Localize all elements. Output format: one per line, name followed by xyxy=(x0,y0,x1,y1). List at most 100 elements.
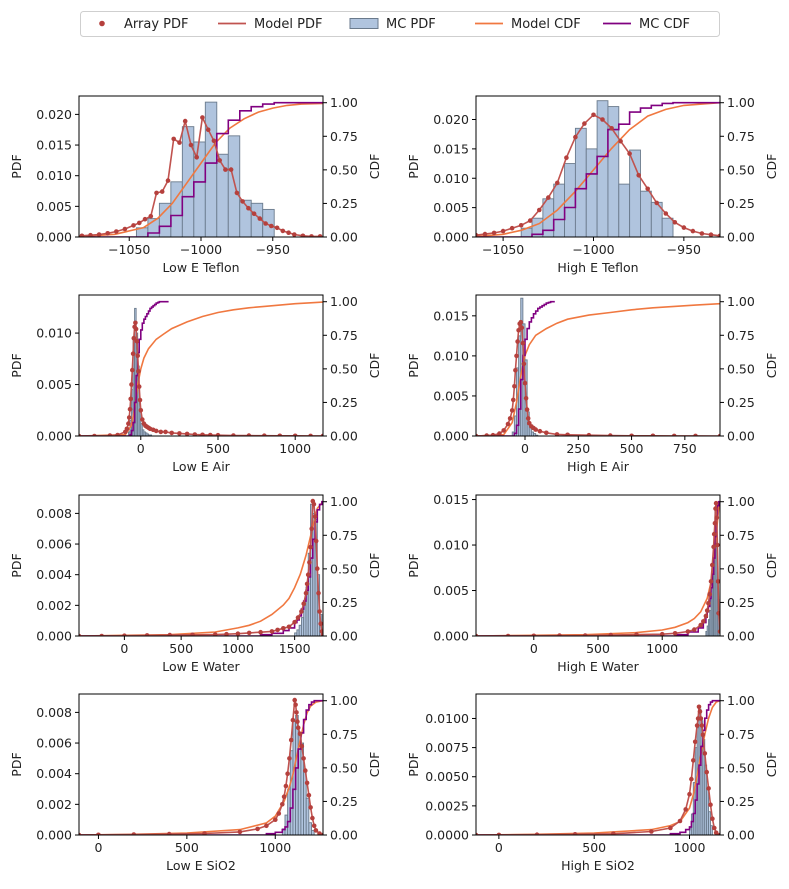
mc-cdf-line xyxy=(79,300,169,436)
legend-label: Model CDF xyxy=(511,17,581,32)
axes-frame xyxy=(475,693,721,836)
array-pdf-point xyxy=(237,829,243,835)
model-cdf-line xyxy=(79,301,323,436)
array-pdf-point xyxy=(292,433,298,436)
array-pdf-point xyxy=(476,232,479,237)
y2-tick-label: 0.75 xyxy=(727,528,755,543)
model-cdf-line xyxy=(476,302,720,436)
array-pdf-point xyxy=(717,433,720,436)
array-pdf-point xyxy=(320,433,323,436)
y2-axis-label: CDF xyxy=(764,553,779,579)
y-tick-label: 0.010 xyxy=(433,348,469,363)
mc-pdf-bar xyxy=(618,183,631,237)
array-pdf-point xyxy=(295,719,300,724)
array-pdf-point xyxy=(713,830,719,835)
model-pdf-line xyxy=(476,503,720,636)
array-pdf-point xyxy=(694,723,700,728)
x-axis-label: Low E SiO2 xyxy=(166,858,236,873)
array-pdf-point xyxy=(240,199,245,204)
array-pdf-point xyxy=(659,631,665,636)
mc-pdf-bar xyxy=(216,153,229,237)
array-pdf-point xyxy=(586,432,592,436)
y-axis-label: PDF xyxy=(406,553,421,577)
array-pdf-point xyxy=(133,320,138,326)
array-pdf-point xyxy=(124,426,130,432)
x-axis-label: High E SiO2 xyxy=(561,858,635,873)
array-pdf-point xyxy=(668,825,673,831)
y-tick-label: 0.010 xyxy=(36,326,72,341)
legend-label: MC CDF xyxy=(639,17,690,32)
array-pdf-point xyxy=(608,632,614,636)
y2-tick-label: 0.50 xyxy=(330,361,358,376)
array-pdf-point xyxy=(629,433,634,436)
model-pdf-line xyxy=(79,699,323,835)
legend-marker-icon xyxy=(99,20,105,27)
y2-tick-label: 0.75 xyxy=(330,328,358,343)
x-tick-label: 1000 xyxy=(259,840,291,855)
array-pdf-point xyxy=(158,429,164,435)
x-tick-label: 1000 xyxy=(674,840,706,855)
array-pdf-point xyxy=(500,228,506,234)
array-pdf-point xyxy=(320,632,323,636)
x-axis-label: High E Teflon xyxy=(557,260,638,275)
chart-panel: −1050 −1000 −950 0.000 0.005 0.010 0.015 0.020 0… xyxy=(406,95,779,275)
array-pdf-point xyxy=(531,633,537,636)
array-pdf-point xyxy=(297,731,303,737)
y2-tick-label: 0.75 xyxy=(330,129,358,144)
array-pdf-point xyxy=(190,632,195,636)
mc-cdf-line xyxy=(79,699,323,835)
y2-axis-label: CDF xyxy=(367,154,382,180)
y-axis-label: PDF xyxy=(406,353,421,377)
array-pdf-point xyxy=(537,428,543,434)
mc-pdf-bar xyxy=(640,190,652,237)
y2-tick-label: 0.25 xyxy=(330,395,358,410)
y-tick-label: 0.010 xyxy=(36,168,72,183)
plot-area xyxy=(79,697,323,835)
array-pdf-point xyxy=(521,361,527,367)
array-pdf-point xyxy=(169,430,174,436)
array-pdf-point xyxy=(608,433,613,436)
y-tick-label: 0.005 xyxy=(433,583,469,598)
y2-tick-label: 0.75 xyxy=(330,528,358,543)
y2-tick-label: 1.00 xyxy=(330,693,358,708)
x-tick-label: 250 xyxy=(566,441,590,456)
array-pdf-point xyxy=(286,230,291,235)
x-tick-label: 0 xyxy=(495,840,503,855)
array-pdf-point xyxy=(300,233,306,237)
array-pdf-point xyxy=(311,501,317,507)
array-pdf-point xyxy=(509,408,515,413)
array-pdf-point xyxy=(128,396,133,402)
chart-panel: 0 500 1000 0.0000 0.0025 0.0050 0.0075 0.0100 0.… xyxy=(406,693,779,873)
array-pdf-point xyxy=(301,601,307,607)
mc-pdf-bar xyxy=(227,135,241,237)
array-pdf-point xyxy=(277,433,283,436)
array-pdf-point xyxy=(223,167,228,172)
array-pdf-point xyxy=(317,831,322,835)
array-pdf-point xyxy=(717,233,720,237)
array-pdf-point xyxy=(496,832,502,835)
x-axis-label: High E Water xyxy=(557,659,639,674)
y2-tick-label: 0.75 xyxy=(727,727,755,742)
model-pdf-line xyxy=(476,706,720,835)
y-tick-label: 0.015 xyxy=(433,492,469,507)
array-pdf-point xyxy=(681,225,687,230)
array-pdf-point xyxy=(246,205,251,211)
array-pdf-point xyxy=(288,737,294,743)
y-tick-label: 0.0100 xyxy=(425,711,469,726)
array-pdf-point xyxy=(79,633,82,636)
array-pdf-point xyxy=(671,433,677,436)
array-pdf-point xyxy=(691,758,696,763)
array-pdf-point xyxy=(127,406,133,412)
array-pdf-point xyxy=(184,431,190,436)
array-pdf-point xyxy=(246,433,252,436)
plot-area xyxy=(476,500,720,636)
array-pdf-point xyxy=(79,233,85,237)
y-tick-label: 0.004 xyxy=(36,766,72,781)
array-pdf-point xyxy=(310,815,315,821)
array-pdf-point xyxy=(702,751,708,756)
axes-frame xyxy=(78,294,324,437)
array-pdf-point xyxy=(136,384,142,389)
y-tick-label: 0.010 xyxy=(433,171,469,186)
array-pdf-point xyxy=(114,229,119,234)
mc-pdf-bar xyxy=(204,101,218,237)
